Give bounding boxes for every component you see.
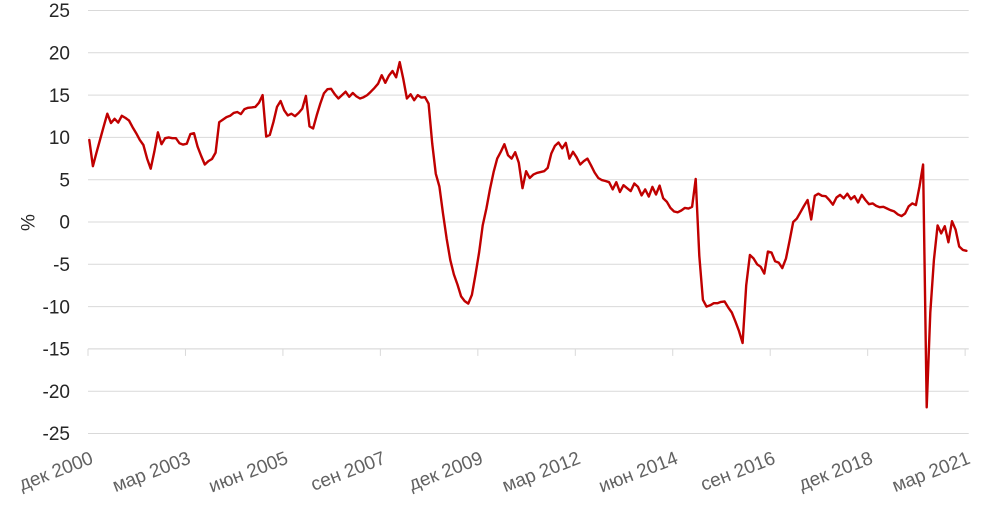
svg-text:-20: -20 (43, 382, 70, 403)
svg-text:10: 10 (49, 128, 70, 149)
svg-text:-10: -10 (43, 297, 70, 318)
svg-text:-25: -25 (43, 424, 70, 445)
svg-text:5: 5 (59, 170, 70, 191)
svg-text:15: 15 (49, 86, 70, 107)
svg-text:25: 25 (49, 1, 70, 22)
svg-text:%: % (19, 214, 40, 231)
svg-text:20: 20 (49, 44, 70, 65)
svg-text:-15: -15 (43, 340, 70, 361)
svg-text:0: 0 (59, 213, 70, 234)
svg-text:-5: -5 (53, 255, 70, 276)
